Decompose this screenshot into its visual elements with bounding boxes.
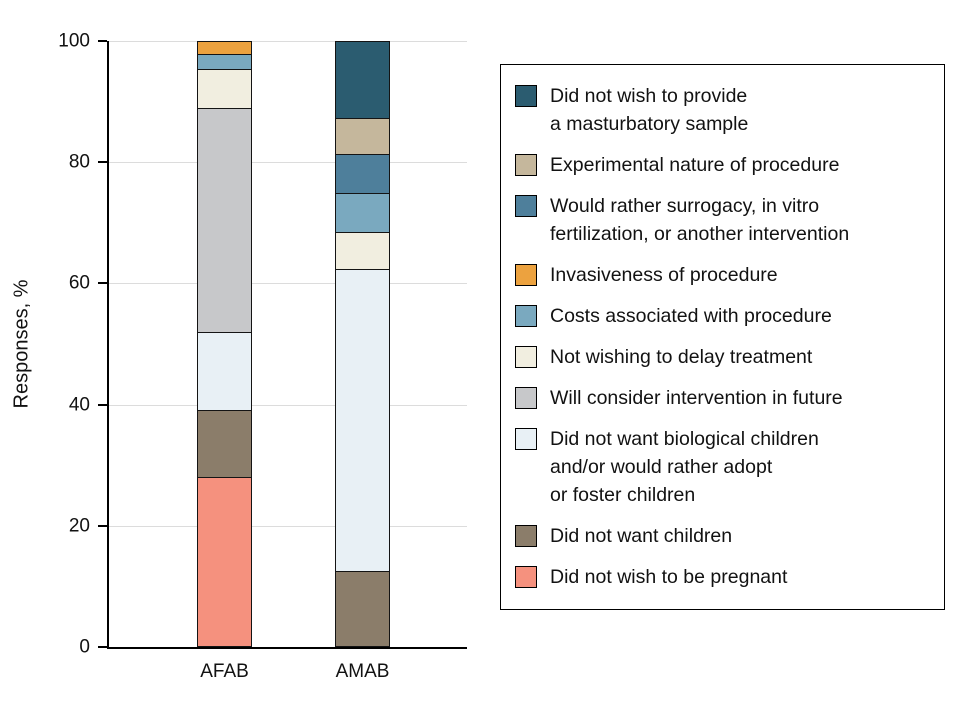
legend-item: Did not want biological children and/or w…	[515, 425, 930, 509]
legend-swatch	[515, 85, 537, 107]
legend-label: Did not want biological children and/or w…	[550, 428, 819, 506]
bar-segment	[198, 42, 251, 55]
x-axis-label-amab: AMAB	[335, 661, 390, 682]
x-axis-label-afab: AFAB	[200, 661, 249, 682]
y-axis-tick	[98, 282, 107, 285]
legend-label: Not wishing to delay treatment	[550, 346, 813, 368]
legend-swatch	[515, 525, 537, 547]
legend-item: Will consider intervention in future	[515, 384, 930, 412]
legend-label: Will consider intervention in future	[550, 387, 843, 409]
legend-swatch	[515, 346, 537, 368]
y-axis-tick	[98, 403, 107, 406]
bar-segment	[198, 476, 251, 646]
legend-label: Did not wish to be pregnant	[550, 566, 788, 588]
y-tick-label: 0	[79, 636, 90, 658]
legend-item: Did not wish to provide a masturbatory sa…	[515, 82, 930, 138]
plot-area: 0 20 40 60 80 100	[58, 32, 467, 657]
bar-segment	[198, 108, 251, 332]
legend-swatch	[515, 195, 537, 217]
bar-segment	[336, 42, 389, 118]
bar-segment	[198, 410, 251, 477]
legend-swatch	[515, 387, 537, 409]
y-tick-label: 80	[68, 151, 90, 173]
legend-swatch	[515, 154, 537, 176]
bar-segment	[336, 153, 389, 193]
legend-item: Experimental nature of procedure	[515, 151, 930, 179]
bar-segment	[336, 268, 389, 571]
bar-segment	[336, 193, 389, 233]
bar-segment	[198, 331, 251, 411]
legend: Did not wish to provide a masturbatory sa…	[500, 64, 945, 610]
legend-label: Did not wish to provide a masturbatory sa…	[550, 85, 749, 135]
legend-item: Did not want children	[515, 522, 930, 550]
y-tick-label: 60	[68, 272, 90, 294]
legend-item: Costs associated with procedure	[515, 302, 930, 330]
bar-amab	[335, 41, 390, 647]
y-axis-tick	[98, 161, 107, 164]
legend-item: Not wishing to delay treatment	[515, 343, 930, 371]
y-axis-tick	[98, 524, 107, 527]
legend-swatch	[515, 264, 537, 286]
gridline	[109, 41, 467, 42]
legend-label: Costs associated with procedure	[550, 305, 832, 327]
y-tick-label: 40	[68, 394, 90, 416]
y-tick-label: 100	[58, 30, 90, 52]
legend-item: Would rather surrogacy, in vitro fertiliz…	[515, 192, 930, 248]
legend-label: Experimental nature of procedure	[550, 154, 840, 176]
y-axis-tick	[98, 40, 107, 42]
legend-swatch	[515, 305, 537, 327]
bar-segment	[198, 54, 251, 70]
gridline	[109, 283, 467, 285]
bar-afab	[197, 41, 252, 647]
bar-segment	[336, 570, 389, 646]
legend-label: Invasiveness of procedure	[550, 264, 778, 286]
y-axis-label: Responses, %	[10, 279, 33, 409]
gridline	[109, 525, 467, 527]
bar-segment	[336, 232, 389, 269]
gridline	[109, 404, 467, 406]
y-axis-tick	[98, 646, 107, 648]
legend-label: Would rather surrogacy, in vitro fertiliz…	[550, 195, 850, 245]
bar-segment	[198, 69, 251, 109]
legend-swatch	[515, 566, 537, 588]
legend-label: Did not want children	[550, 525, 733, 547]
legend-swatch	[515, 428, 537, 450]
y-tick-label: 20	[68, 515, 90, 537]
bar-segment	[336, 117, 389, 154]
legend-item: Invasiveness of procedure	[515, 261, 930, 289]
gridline	[109, 162, 467, 164]
legend-item: Did not wish to be pregnant	[515, 563, 930, 591]
